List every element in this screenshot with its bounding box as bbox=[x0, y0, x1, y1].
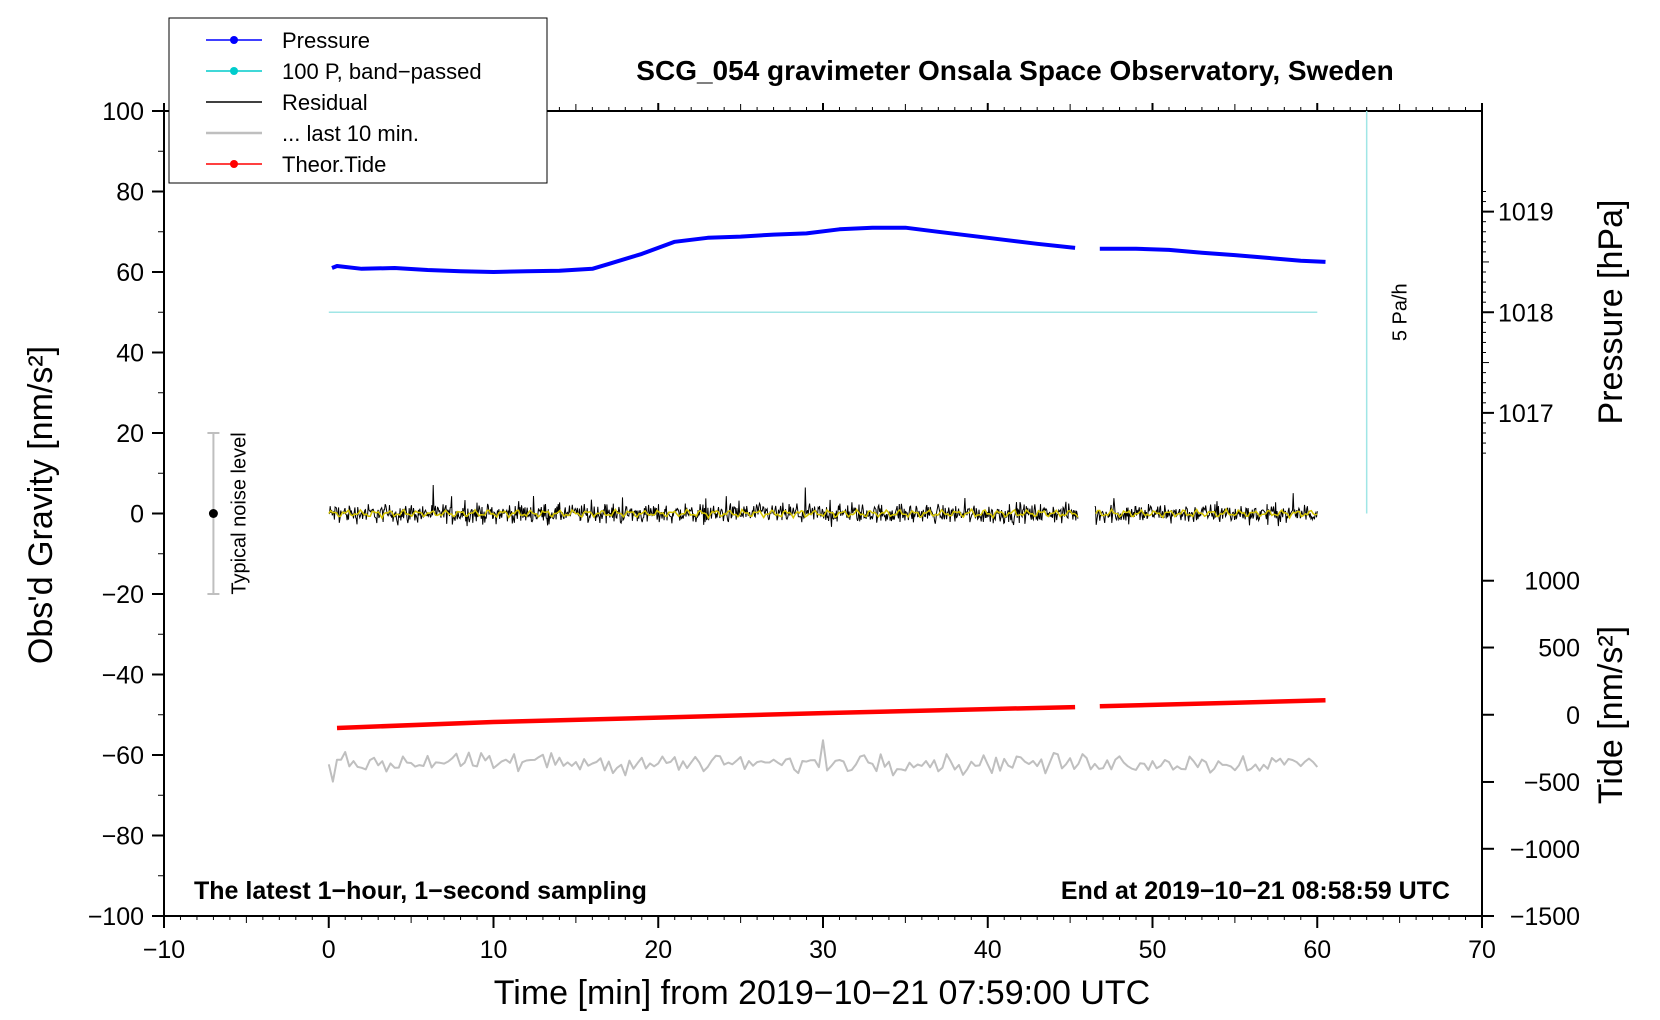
residual-smoothed-series bbox=[328, 507, 1318, 520]
x-tick-label: 60 bbox=[1303, 936, 1331, 964]
tide-tick-label: −1000 bbox=[1510, 836, 1580, 864]
y-tick-label: −100 bbox=[88, 903, 144, 931]
x-tick-label: 30 bbox=[809, 936, 837, 964]
y-tick-label: 0 bbox=[130, 501, 144, 529]
chart-title: SCG_054 gravimeter Onsala Space Observat… bbox=[636, 55, 1393, 86]
rate-label: 5 Pa/h bbox=[1390, 283, 1412, 341]
tide-tick-label: −500 bbox=[1524, 769, 1580, 797]
data-series bbox=[207, 111, 1368, 783]
legend-entry-label: Residual bbox=[282, 90, 368, 115]
y-tick-label: −40 bbox=[102, 662, 144, 690]
y-tick-label: 40 bbox=[116, 340, 144, 368]
y-tick-label: −60 bbox=[102, 742, 144, 770]
noise-bar-center bbox=[208, 509, 218, 518]
axis-ticks: −10 0 10 20 30 40 50 60 70100806040200−20−40−60−… bbox=[88, 98, 1580, 964]
y-tick-label: 20 bbox=[116, 420, 144, 448]
annotations: Typical noise level 5 Pa/h The latest 1−… bbox=[194, 283, 1450, 905]
legend-swatch-marker bbox=[230, 160, 238, 168]
y-axis-label-tide: Tide [nm/s²] bbox=[1592, 626, 1630, 804]
pressure-series bbox=[331, 225, 1326, 274]
last-10-min-series bbox=[327, 739, 1319, 783]
pressure-tick-label: 1017 bbox=[1498, 400, 1554, 428]
legend-swatch-marker bbox=[230, 67, 238, 75]
legend-box bbox=[168, 17, 548, 184]
tide-tick-label: 0 bbox=[1566, 702, 1580, 730]
x-tick-label: 50 bbox=[1139, 936, 1167, 964]
x-tick-label: −10 bbox=[143, 936, 185, 964]
y-axis-label-left: Obs'd Gravity [nm/s²] bbox=[22, 346, 60, 664]
legend-entry-label: Theor.Tide bbox=[282, 152, 386, 177]
x-tick-label: 20 bbox=[644, 936, 672, 964]
y-axis-label-pressure: Pressure [hPa] bbox=[1592, 200, 1630, 425]
x-tick-label: 70 bbox=[1468, 936, 1496, 964]
noise-level-label: Typical noise level bbox=[228, 432, 250, 594]
legend-entry-label: 100 P, band−passed bbox=[282, 59, 482, 84]
x-tick-label: 40 bbox=[974, 936, 1002, 964]
x-tick-label: 0 bbox=[322, 936, 336, 964]
x-axis-label: Time [min] from 2019−10−21 07:59:00 UTC bbox=[494, 974, 1150, 1012]
legend-entry-label: Pressure bbox=[282, 28, 370, 53]
y-tick-label: 80 bbox=[116, 179, 144, 207]
legend-entry-label: ... last 10 min. bbox=[282, 121, 419, 146]
tide-tick-label: 500 bbox=[1538, 635, 1580, 663]
pressure-tick-label: 1019 bbox=[1498, 199, 1554, 227]
legend-swatch-marker bbox=[230, 36, 238, 44]
tide-tick-label: 1000 bbox=[1524, 568, 1580, 596]
y-tick-label: −20 bbox=[102, 581, 144, 609]
theoretical-tide-series bbox=[336, 698, 1326, 731]
y-tick-label: 100 bbox=[102, 98, 144, 126]
y-tick-label: 60 bbox=[116, 259, 144, 287]
legend: Pressure 100 P, band−passed Residual ... la… bbox=[168, 17, 548, 184]
y-tick-label: −80 bbox=[102, 823, 144, 851]
x-tick-label: 10 bbox=[480, 936, 508, 964]
sampling-note: The latest 1−hour, 1−second sampling bbox=[194, 877, 647, 905]
tide-tick-label: −1500 bbox=[1510, 903, 1580, 931]
end-time-note: End at 2019−10−21 08:58:59 UTC bbox=[1061, 877, 1450, 905]
pressure-tick-label: 1018 bbox=[1498, 299, 1554, 327]
